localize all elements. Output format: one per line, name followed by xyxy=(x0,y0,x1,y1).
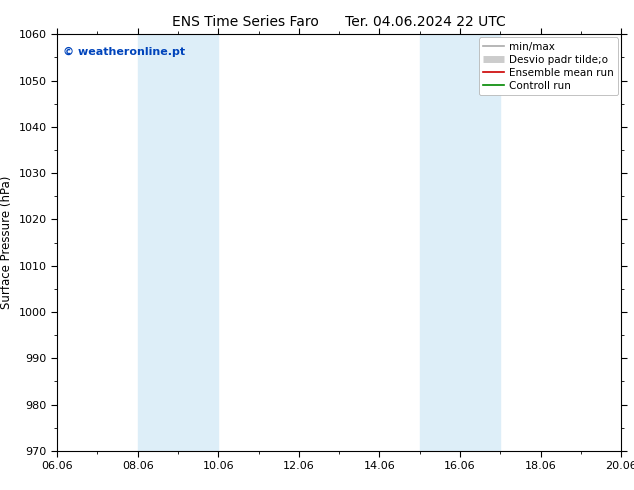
Y-axis label: Surface Pressure (hPa): Surface Pressure (hPa) xyxy=(0,176,13,309)
Title: ENS Time Series Faro      Ter. 04.06.2024 22 UTC: ENS Time Series Faro Ter. 04.06.2024 22 … xyxy=(172,15,506,29)
Legend: min/max, Desvio padr tilde;o, Ensemble mean run, Controll run: min/max, Desvio padr tilde;o, Ensemble m… xyxy=(479,37,618,95)
Bar xyxy=(420,34,500,451)
Text: © weatheronline.pt: © weatheronline.pt xyxy=(63,47,185,57)
Bar xyxy=(138,34,218,451)
